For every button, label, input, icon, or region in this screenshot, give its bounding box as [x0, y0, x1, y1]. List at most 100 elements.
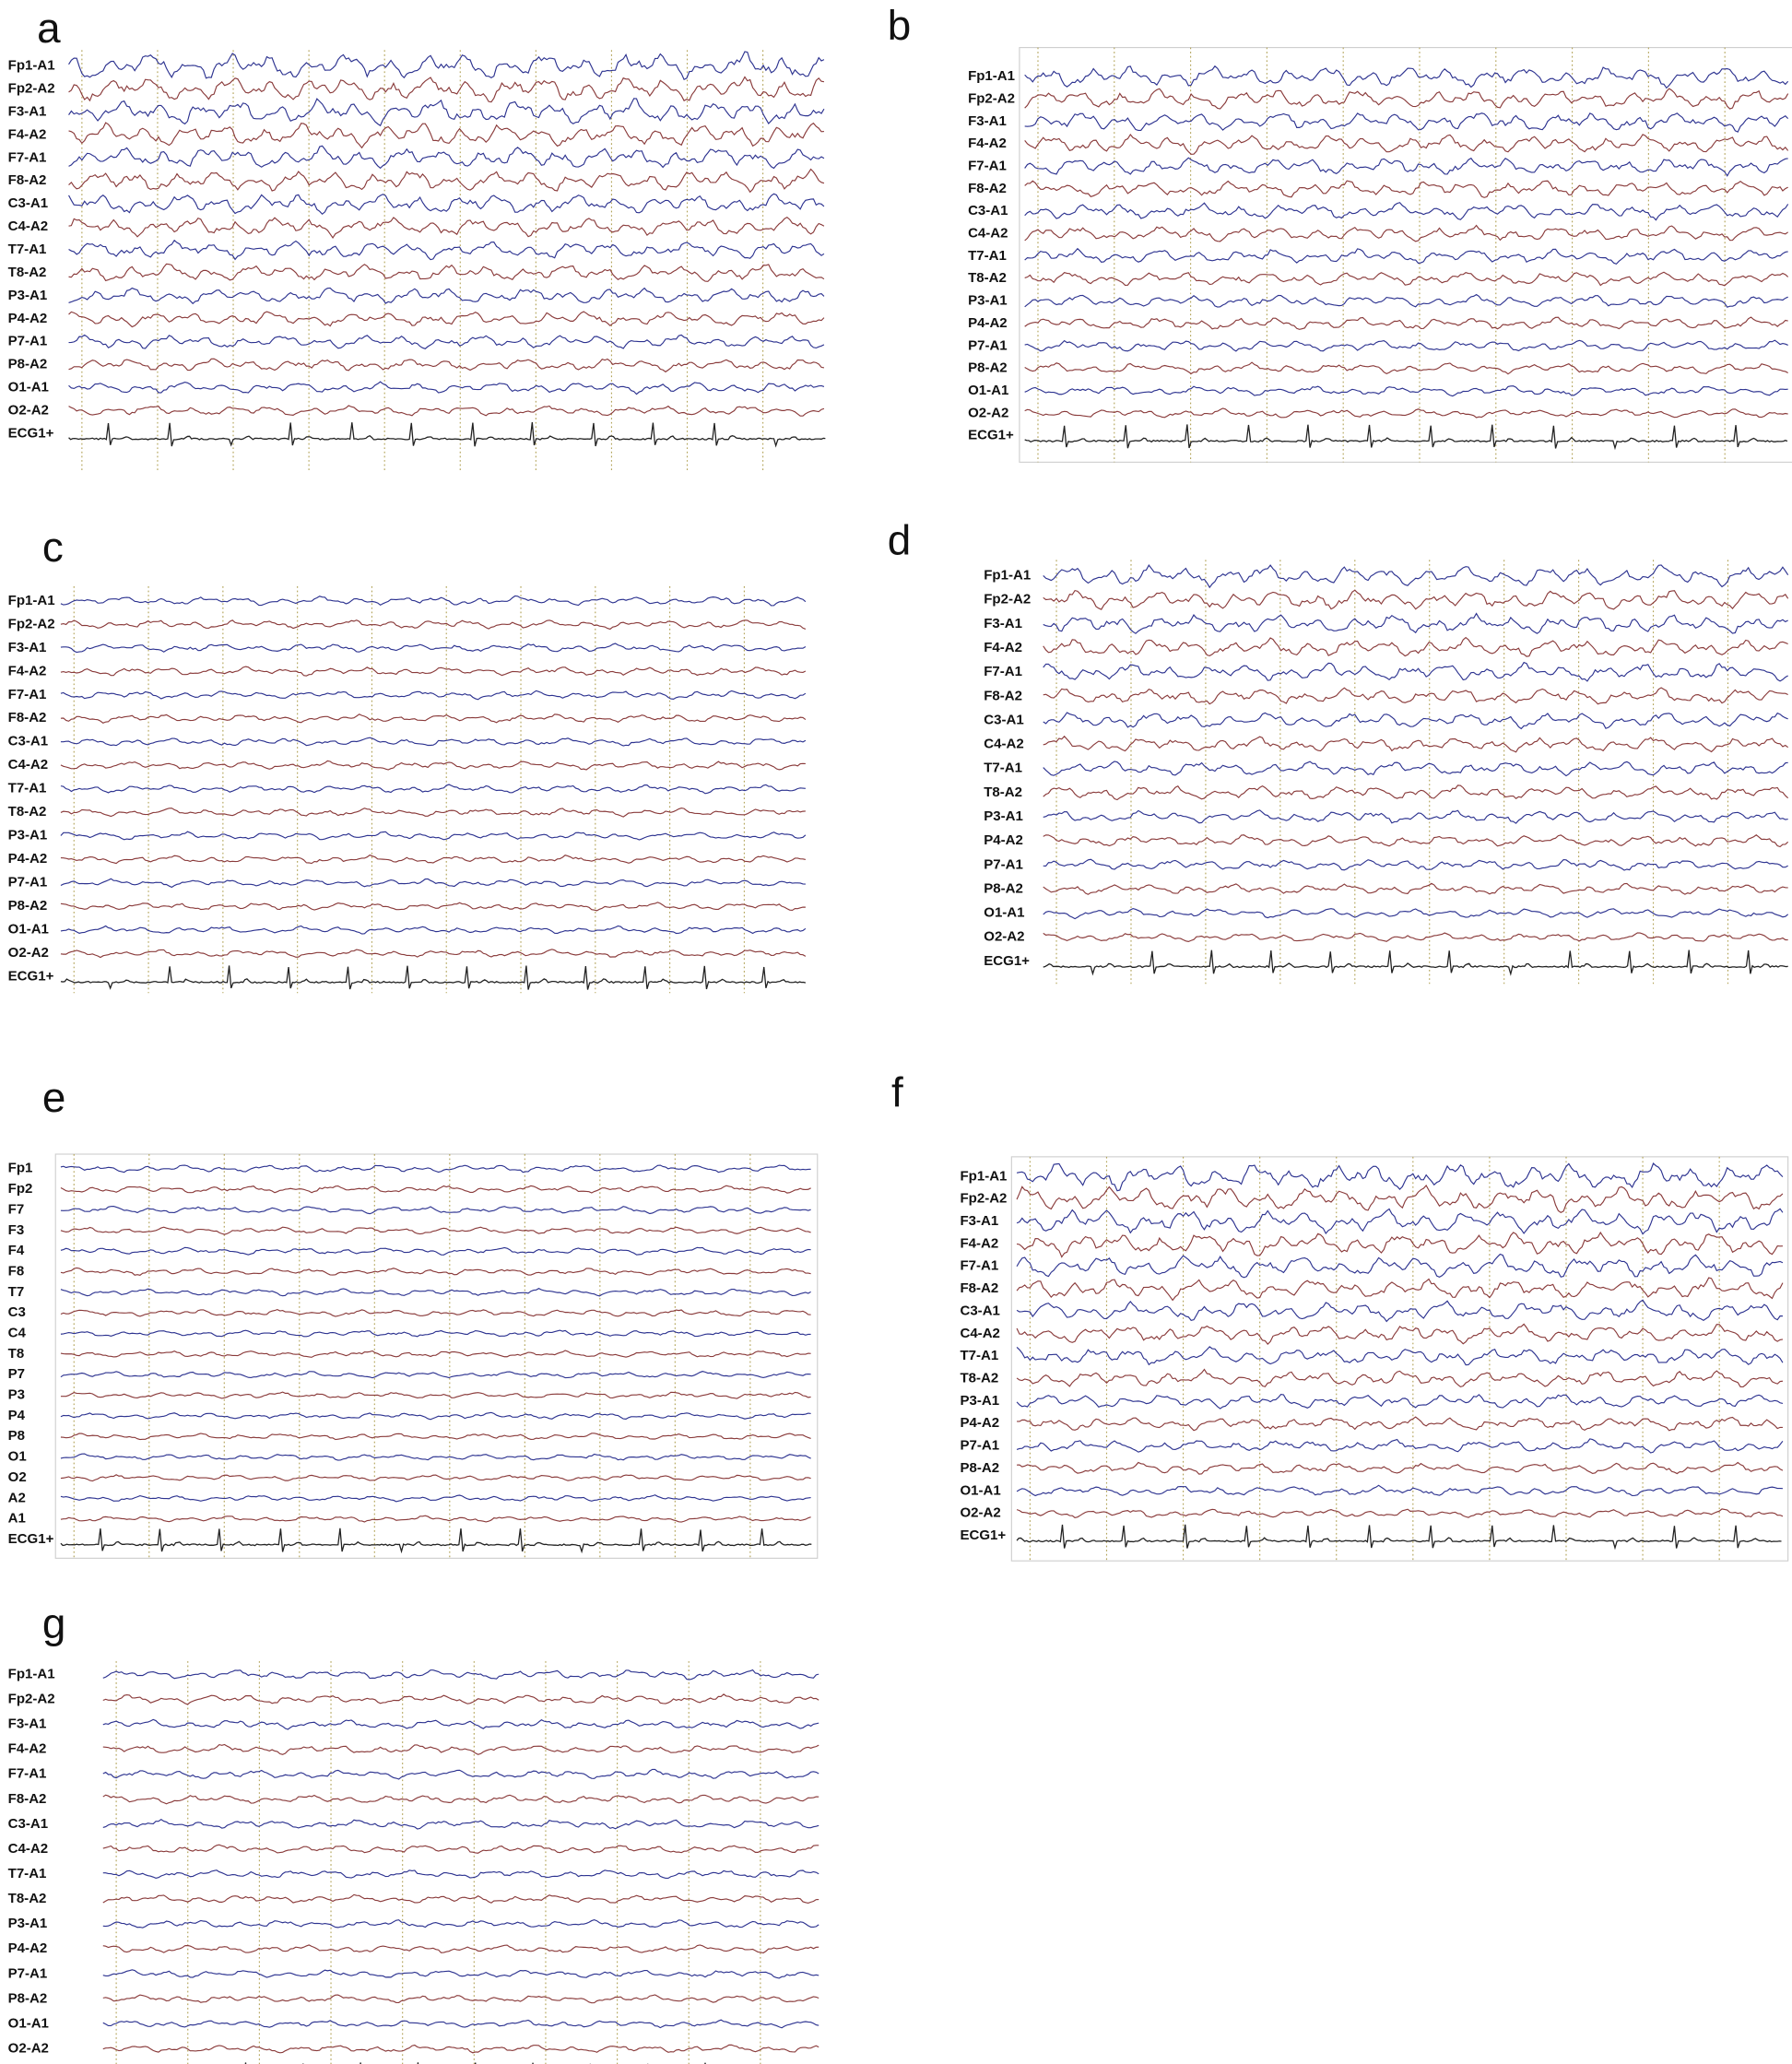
eeg-trace — [1043, 661, 1788, 682]
eeg-trace — [1043, 687, 1788, 705]
eeg-trace — [1016, 1484, 1783, 1497]
ecg-trace — [1024, 424, 1788, 451]
eeg-trace — [1043, 761, 1788, 777]
eeg-trace — [60, 1515, 811, 1523]
eeg-trace — [60, 878, 806, 889]
channel-label: P7-A1 — [968, 337, 1008, 353]
channel-label: F4-A2 — [8, 1741, 47, 1757]
eeg-trace — [60, 784, 806, 795]
eeg-trace — [68, 145, 825, 170]
channel-label: F8-A2 — [8, 172, 47, 188]
panel-letter: a — [37, 5, 61, 52]
panel-letter: g — [42, 1599, 65, 1646]
channel-label: F4-A2 — [8, 663, 47, 678]
channel-label: Fp1-A1 — [960, 1168, 1007, 1184]
panel-frame — [1019, 46, 1792, 463]
channel-label: F7-A1 — [8, 1766, 47, 1782]
channel-label: T8-A2 — [8, 804, 47, 820]
eeg-trace — [1024, 271, 1789, 287]
channel-label: Fp1-A1 — [8, 593, 55, 608]
channel-label: T7-A1 — [8, 781, 47, 796]
eeg-trace — [1043, 712, 1788, 730]
eeg-trace — [102, 1743, 819, 1755]
eeg-trace — [68, 193, 825, 215]
eeg-trace — [60, 760, 806, 771]
channel-label: P8-A2 — [8, 898, 48, 914]
eeg-trace — [1043, 907, 1789, 920]
channel-label: O2-A2 — [8, 402, 49, 418]
channel-label: F4-A2 — [8, 126, 47, 142]
channel-label: ECG1+ — [984, 953, 1030, 969]
eeg-trace — [1043, 589, 1789, 610]
eeg-trace — [1024, 180, 1788, 198]
channel-label: O2-A2 — [960, 1505, 1000, 1521]
channel-label: F3-A1 — [8, 1716, 47, 1732]
eeg-trace — [102, 1819, 819, 1830]
eeg-trace — [60, 714, 807, 724]
eeg-panel: d Fp1-A1 Fp2-A2 F3-A1 F4-A2 F7-A1 F8-A2 C3-A1 C4… — [888, 517, 1789, 985]
eeg-trace — [1024, 361, 1788, 375]
channel-label: O1-A1 — [8, 2015, 49, 2031]
channel-label: Fp1-A1 — [968, 68, 1015, 84]
channel-label: T8-A2 — [8, 265, 47, 280]
eeg-trace — [68, 334, 825, 349]
channel-label: F7-A1 — [8, 687, 47, 702]
eeg-trace — [1016, 1368, 1783, 1388]
eeg-trace — [1024, 133, 1789, 155]
eeg-trace — [102, 1893, 819, 1904]
eeg-trace — [60, 1185, 811, 1194]
channel-label: Fp2-A2 — [968, 90, 1015, 106]
eeg-trace — [60, 1474, 811, 1482]
eeg-trace — [68, 168, 825, 194]
channel-label: P8-A2 — [8, 1990, 48, 2006]
channel-label: P4-A2 — [8, 851, 48, 867]
eeg-trace — [1024, 112, 1789, 133]
channel-label: C3-A1 — [968, 203, 1008, 218]
channel-label: C4 — [8, 1326, 27, 1341]
channel-label: T7-A1 — [8, 242, 47, 257]
channel-label: Fp2-A2 — [8, 1691, 55, 1706]
eeg-trace — [1016, 1438, 1784, 1454]
channel-label: P7-A1 — [8, 334, 48, 349]
panel-letter: c — [42, 524, 64, 571]
channel-label: P7 — [8, 1366, 25, 1382]
channel-label: F8-A2 — [984, 688, 1022, 703]
eeg-trace — [102, 1844, 819, 1854]
channel-label: F3-A1 — [968, 113, 1007, 129]
channel-label: F7-A1 — [960, 1258, 998, 1274]
eeg-trace — [1043, 636, 1788, 657]
eeg-trace — [60, 1391, 811, 1399]
channel-label: O1-A1 — [8, 922, 49, 938]
channel-label: O2-A2 — [984, 929, 1024, 945]
eeg-trace — [1024, 157, 1788, 177]
channel-label: O1-A1 — [984, 905, 1024, 921]
eeg-trace — [1017, 1416, 1783, 1432]
channel-label: C4-A2 — [8, 1841, 48, 1857]
channel-label: ECG1+ — [968, 428, 1014, 443]
channel-label: C4-A2 — [968, 226, 1008, 242]
eeg-trace — [1024, 224, 1788, 242]
eeg-trace — [60, 1453, 811, 1461]
eeg-trace — [60, 949, 807, 959]
eeg-trace — [1024, 202, 1789, 221]
eeg-trace — [68, 381, 825, 395]
channel-label: F3 — [8, 1222, 25, 1238]
channel-label: Fp1 — [8, 1161, 33, 1176]
channel-label: F3-A1 — [984, 616, 1022, 631]
channel-label: Fp2-A2 — [8, 616, 55, 631]
channel-label: F4-A2 — [968, 136, 1007, 151]
channel-label: Fp1-A1 — [8, 58, 55, 74]
channel-label: F3-A1 — [8, 640, 47, 655]
channel-label: T7-A1 — [8, 1866, 47, 1881]
channel-label: Fp2-A2 — [960, 1191, 1007, 1207]
eeg-trace — [1043, 564, 1789, 589]
channel-label: P7-A1 — [8, 875, 48, 890]
channel-label: P3-A1 — [984, 808, 1023, 824]
channel-label: T8-A2 — [960, 1371, 998, 1386]
channel-label: O2-A2 — [8, 2040, 49, 2056]
channel-label: Fp1-A1 — [8, 1666, 55, 1681]
channel-label: F8-A2 — [8, 710, 47, 725]
eeg-trace — [102, 1718, 819, 1730]
eeg-trace — [68, 216, 825, 240]
